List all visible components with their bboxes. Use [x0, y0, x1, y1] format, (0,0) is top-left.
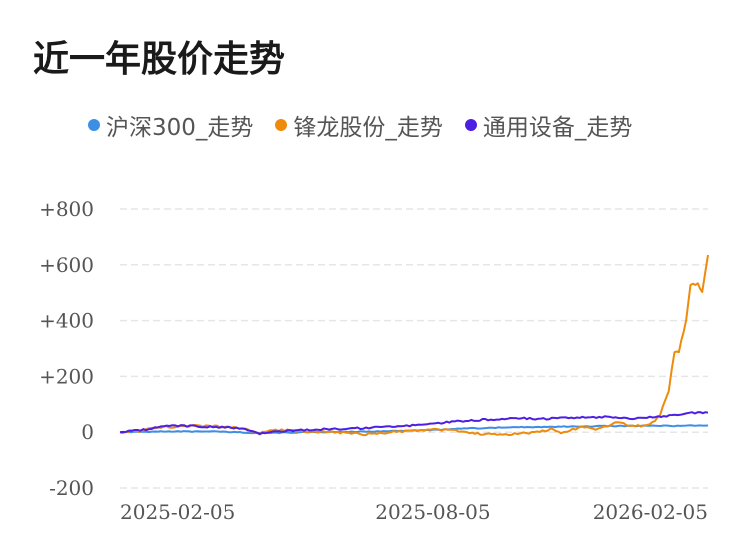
- legend-dot-hs300: [88, 119, 100, 131]
- legend-dot-general-equipment: [464, 119, 477, 131]
- x-axis-ticks: 2025-02-05 2025-08-05 2026-02-05: [120, 500, 708, 524]
- x-tick-label: 2026-02-05: [593, 500, 708, 524]
- legend: 沪深300_走势 锋龙股份_走势 通用设备_走势: [88, 108, 654, 142]
- legend-label-general-equipment: 通用设备_走势: [482, 115, 633, 141]
- legend-label-hs300: 沪深300_走势: [106, 115, 254, 141]
- legend-item-fenglong[interactable]: 锋龙股份_走势: [275, 108, 443, 142]
- chart-title: 近一年股价走势: [33, 39, 286, 80]
- x-tick-label: 2025-02-05: [120, 500, 235, 524]
- y-tick-label: 0: [81, 420, 94, 444]
- y-tick-label: +600: [39, 253, 94, 277]
- y-tick-label: +800: [39, 197, 94, 221]
- series-lines: [119, 254, 709, 437]
- series-line-fenglong: [119, 254, 709, 437]
- series-line-general-equipment: [119, 411, 709, 436]
- legend-dot-fenglong: [275, 119, 288, 131]
- x-tick-label: 2025-08-05: [375, 500, 490, 524]
- y-axis-ticks: +800 +600 +400 +200 0 -200: [39, 197, 94, 500]
- grid-lines: [120, 208, 708, 489]
- legend-item-general-equipment[interactable]: 通用设备_走势: [464, 108, 633, 142]
- y-tick-label: +400: [39, 309, 94, 333]
- legend-label-fenglong: 锋龙股份_走势: [293, 115, 443, 141]
- y-tick-label: -200: [49, 476, 94, 500]
- legend-item-hs300[interactable]: 沪深300_走势: [88, 108, 253, 142]
- y-tick-label: +200: [39, 364, 94, 388]
